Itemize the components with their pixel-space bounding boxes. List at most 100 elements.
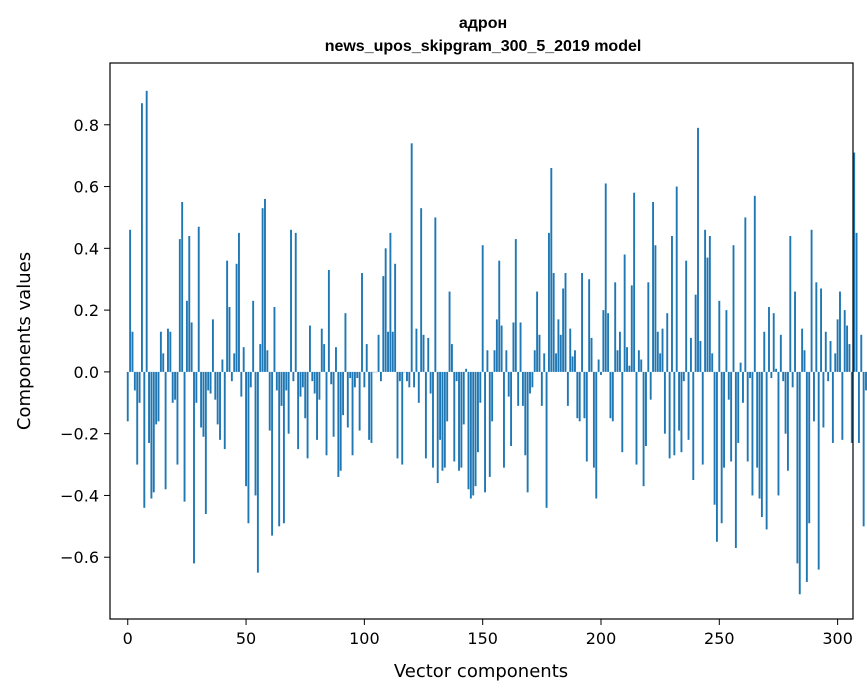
bar (235, 263, 238, 372)
bar (770, 371, 773, 379)
bar (429, 371, 432, 394)
bar (720, 371, 723, 524)
bar (550, 168, 553, 372)
bar (633, 192, 636, 372)
bar (600, 371, 602, 375)
bar (621, 371, 624, 453)
y-axis-ticks: −0.6 −0.4 −0.2 0.0 0.2 0.4 0.6 0.8 (60, 116, 110, 567)
bar (746, 371, 749, 462)
bar (682, 371, 685, 382)
bar (275, 371, 278, 391)
x-axis-label: Vector components (394, 661, 568, 682)
bar (448, 291, 451, 372)
bar (661, 328, 664, 372)
bar (491, 371, 494, 422)
bar (436, 371, 439, 484)
bar (188, 235, 191, 372)
bar (576, 371, 579, 419)
bar (547, 232, 550, 372)
bar (136, 371, 139, 465)
bar (718, 300, 721, 372)
y-tick-label: −0.4 (60, 486, 99, 505)
bar (207, 371, 210, 391)
bar (860, 334, 863, 372)
bar (609, 371, 612, 419)
bar (678, 371, 681, 431)
bar (230, 371, 233, 382)
bar (713, 371, 716, 505)
x-tick-label: 200 (586, 629, 617, 648)
bar (831, 371, 834, 443)
y-tick-label: −0.6 (60, 548, 99, 567)
x-tick-label: 50 (236, 629, 256, 648)
x-tick-label: 300 (822, 629, 853, 648)
bar (311, 371, 314, 382)
chart-title: адрон (459, 15, 507, 32)
bar (306, 371, 309, 459)
bar (623, 254, 626, 372)
bar (268, 371, 271, 431)
bar (540, 371, 543, 406)
bar (337, 371, 340, 477)
bar (434, 217, 437, 372)
bar (209, 371, 212, 394)
bar (574, 350, 576, 372)
bar (666, 313, 669, 372)
bar (458, 371, 460, 471)
bar (330, 371, 333, 385)
bar (238, 232, 240, 372)
bar (841, 371, 844, 440)
bar (742, 371, 744, 403)
bar (474, 371, 477, 487)
bar (668, 371, 671, 459)
bar (505, 350, 508, 372)
bar (566, 371, 569, 406)
bar (652, 202, 654, 372)
bar (398, 371, 401, 382)
bar (453, 371, 456, 462)
bar (479, 371, 482, 403)
bar (645, 371, 647, 447)
bar (827, 371, 830, 382)
bar (294, 232, 297, 372)
bar (252, 300, 255, 372)
bar (796, 371, 799, 564)
bar (145, 90, 148, 372)
bar (313, 371, 316, 394)
bar (280, 371, 283, 406)
bar (401, 371, 404, 465)
bar (545, 371, 548, 508)
bar (138, 371, 141, 403)
bar (460, 371, 463, 468)
bar (422, 334, 425, 372)
bar (503, 371, 505, 468)
bar (782, 371, 785, 382)
bar (597, 359, 600, 372)
bar (564, 273, 567, 372)
bar (481, 245, 484, 372)
bar (663, 371, 666, 434)
bar (226, 260, 229, 372)
bar (477, 371, 479, 453)
bar (410, 143, 413, 372)
bar (585, 371, 588, 462)
bar (141, 103, 143, 372)
bar (346, 371, 349, 428)
bar (382, 276, 385, 372)
bar (469, 371, 472, 499)
bar (789, 235, 792, 372)
bar (588, 279, 591, 372)
bar (578, 371, 581, 422)
bar (602, 310, 605, 372)
bar (396, 371, 399, 459)
bar (857, 371, 860, 443)
bar (204, 371, 207, 514)
bar (221, 359, 224, 372)
bar (555, 353, 557, 372)
bar (365, 344, 368, 372)
bar (853, 152, 856, 372)
bar (264, 198, 266, 372)
x-tick-label: 0 (123, 629, 133, 648)
bar (786, 371, 789, 471)
